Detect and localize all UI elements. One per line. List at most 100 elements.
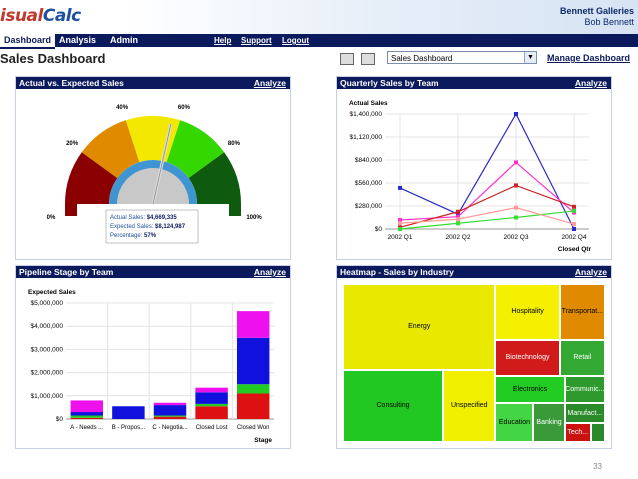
heatmap-cell[interactable]: Manufact... bbox=[564, 402, 605, 424]
gauge-tick-label: 40% bbox=[116, 105, 129, 111]
data-point bbox=[456, 209, 460, 214]
user-name: Bob Bennett bbox=[584, 17, 634, 27]
data-point bbox=[514, 112, 518, 116]
data-point bbox=[572, 208, 576, 213]
data-point bbox=[398, 227, 402, 231]
bar-segment bbox=[195, 403, 228, 407]
bar-segment bbox=[153, 416, 187, 419]
tooltip-row: Percentage: 57% bbox=[110, 233, 157, 239]
analyze-link[interactable]: Analyze bbox=[253, 267, 286, 277]
data-point bbox=[572, 227, 576, 231]
bar-segment bbox=[153, 402, 187, 406]
heatmap-cell[interactable]: Consulting bbox=[343, 369, 444, 442]
analyze-link[interactable]: Analyze bbox=[253, 78, 286, 88]
gauge-foot bbox=[65, 204, 77, 216]
logout-link[interactable]: Logout bbox=[282, 36, 310, 45]
data-point bbox=[514, 215, 518, 220]
gauge-band bbox=[188, 152, 241, 204]
bar-segment bbox=[195, 406, 228, 419]
heatmap-cell[interactable]: Education bbox=[495, 402, 534, 442]
heatmap-cell[interactable]: Tech... bbox=[564, 423, 591, 442]
gauge-tick-label: 60% bbox=[178, 105, 191, 111]
x-tick-label: C - Negotia... bbox=[152, 425, 188, 431]
heatmap-chart: Energy Hospitality Transportat... Biotechno… bbox=[343, 284, 605, 442]
heatmap-cell[interactable]: Energy bbox=[343, 284, 496, 370]
gauge-tick-label: 20% bbox=[66, 141, 79, 147]
gauge-needle-edge bbox=[152, 123, 172, 205]
help-link[interactable]: Help bbox=[214, 36, 232, 45]
y-tick-label: $1,000,000 bbox=[30, 393, 63, 400]
heatmap-cell[interactable]: Unspecified bbox=[443, 369, 496, 442]
data-point bbox=[514, 205, 518, 210]
series-line bbox=[399, 112, 575, 230]
dashboard-select-value: Sales Dashboard bbox=[391, 54, 453, 63]
heatmap-cell[interactable]: Hospitality bbox=[495, 284, 560, 340]
bar-segment bbox=[112, 406, 145, 419]
analyze-link[interactable]: Analyze bbox=[574, 267, 607, 277]
analyze-link[interactable]: Analyze bbox=[574, 78, 607, 88]
heatmap-cell[interactable]: Electronics bbox=[495, 375, 565, 403]
panel-title: Heatmap - Sales by Industry Analyze bbox=[337, 266, 611, 278]
panel-pipeline-stage: Pipeline Stage by Team Analyze Expected … bbox=[15, 265, 291, 449]
gauge-tooltip bbox=[105, 209, 199, 244]
gauge-foot bbox=[229, 204, 241, 216]
bar-segment bbox=[236, 393, 270, 419]
series-line bbox=[399, 210, 575, 230]
y-axis-title: Expected Sales bbox=[28, 289, 76, 296]
x-tick-label: Closed Lost bbox=[196, 425, 228, 431]
panel-quarterly-sales: Quarterly Sales by Team Analyze Actual S… bbox=[336, 76, 612, 260]
y-tick-label: $0 bbox=[375, 226, 383, 233]
heatmap-cell[interactable]: Retail bbox=[559, 339, 605, 376]
data-point bbox=[572, 204, 576, 209]
y-tick-label: $840,000 bbox=[355, 157, 382, 164]
gauge-tick-label: 100% bbox=[246, 215, 262, 221]
app-logo: isualCalc bbox=[0, 6, 81, 26]
stacked-bar-chart: Expected Sales Stage $0 $1,000,000 $2,000,00… bbox=[28, 289, 274, 444]
heatmap-cell[interactable]: Transportat... bbox=[559, 284, 605, 340]
heatmap-cell[interactable] bbox=[590, 423, 605, 442]
page-number: 33 bbox=[593, 462, 602, 471]
data-point bbox=[514, 160, 518, 165]
data-point bbox=[398, 185, 402, 190]
heatmap-cell[interactable]: Banking bbox=[533, 402, 565, 442]
bar-segment bbox=[236, 384, 270, 394]
dashboard-select[interactable]: Sales Dashboard ▼ bbox=[387, 51, 537, 64]
tab-admin[interactable]: Admin bbox=[110, 35, 138, 45]
x-tick-label: 2002 Q1 bbox=[388, 234, 413, 241]
x-tick-label: Closed Won bbox=[237, 425, 270, 431]
series-line bbox=[399, 207, 575, 225]
main-nav: Dashboard Analysis Admin Help Support Lo… bbox=[0, 34, 638, 49]
y-tick-label: $4,000,000 bbox=[30, 323, 63, 330]
bar-segment bbox=[236, 337, 270, 385]
heatmap-cell[interactable]: Biotechnology bbox=[495, 339, 560, 376]
y-tick-label: $1,120,000 bbox=[349, 134, 382, 141]
y-tick-label: $1,400,000 bbox=[349, 111, 382, 118]
manage-dashboard-link[interactable]: Manage Dashboard bbox=[547, 53, 631, 63]
bar-segment bbox=[70, 400, 104, 413]
gauge-chart: 0% 20% 40% 60% 80% 100% Actual Sales: $4,669,3… bbox=[47, 105, 262, 244]
bar-segment bbox=[70, 417, 104, 419]
x-tick-label: 2002 Q4 bbox=[562, 234, 587, 241]
data-point bbox=[572, 222, 576, 227]
gauge-band bbox=[65, 152, 118, 204]
support-link[interactable]: Support bbox=[241, 36, 272, 45]
tab-dashboard[interactable]: Dashboard bbox=[0, 34, 56, 49]
bar-segment bbox=[195, 392, 228, 404]
chevron-down-icon[interactable]: ▼ bbox=[524, 52, 536, 63]
print-all-icon[interactable] bbox=[361, 53, 375, 65]
panel-heatmap: Heatmap - Sales by Industry Analyze Ener… bbox=[336, 265, 612, 449]
bar-segment bbox=[236, 311, 270, 338]
series-line bbox=[399, 161, 575, 221]
line-chart: Actual Sales Closed Qtr $0 $280,000 $560,000… bbox=[349, 100, 591, 253]
tooltip-row: Expected Sales: $8,124,987 bbox=[110, 224, 186, 230]
panel-actual-vs-expected: Actual vs. Expected Sales Analyze 0% 20% 4… bbox=[15, 76, 291, 260]
y-tick-label: $560,000 bbox=[355, 180, 382, 187]
x-axis-title: Stage bbox=[254, 437, 272, 444]
print-icon[interactable] bbox=[340, 53, 354, 65]
panel-title: Quarterly Sales by Team Analyze bbox=[337, 77, 611, 89]
tab-analysis[interactable]: Analysis bbox=[59, 35, 97, 45]
bar-segment bbox=[153, 405, 187, 416]
gauge-band bbox=[125, 116, 181, 163]
y-tick-label: $3,000,000 bbox=[30, 346, 63, 353]
heatmap-cell[interactable]: Communic... bbox=[564, 375, 605, 403]
